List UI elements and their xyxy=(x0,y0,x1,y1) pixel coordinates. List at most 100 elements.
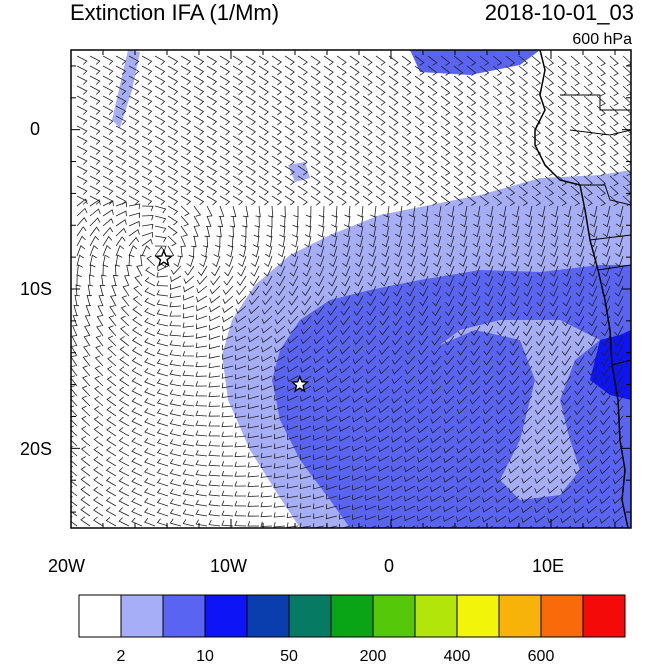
wind-barb xyxy=(380,285,390,297)
wind-barb xyxy=(417,425,429,434)
wind-barb xyxy=(221,500,234,507)
wind-barb xyxy=(599,485,611,495)
wind-barb xyxy=(391,345,403,356)
wind-barb xyxy=(573,425,585,435)
wind-barb xyxy=(248,345,260,352)
wind-barb xyxy=(144,477,156,487)
wind-barb xyxy=(419,265,429,277)
wind-barb xyxy=(300,365,312,373)
wind-barb xyxy=(484,295,494,307)
wind-barb xyxy=(375,95,386,106)
colorbar-label-600: 600 xyxy=(527,648,555,665)
wind-barb xyxy=(362,105,373,116)
wind-barb xyxy=(586,495,598,504)
wind-barb xyxy=(118,416,130,427)
wind-barb xyxy=(261,335,273,343)
wind-barb xyxy=(313,395,325,403)
wind-barb xyxy=(466,135,477,146)
extinction-high-region xyxy=(590,330,631,400)
wind-barb xyxy=(391,365,403,375)
wind-barb xyxy=(89,274,95,287)
wind-barb xyxy=(427,115,438,126)
wind-barb xyxy=(427,125,438,136)
wind-barb xyxy=(338,514,351,520)
wind-barb xyxy=(401,105,412,116)
lat-tick-label-0: 0 xyxy=(30,119,41,139)
wind-barb xyxy=(469,375,481,386)
wind-barb xyxy=(382,205,390,218)
wind-barb xyxy=(234,461,247,467)
wind-barb xyxy=(352,395,364,404)
wind-barb xyxy=(89,226,100,237)
wind-barb xyxy=(141,75,153,85)
wind-barb xyxy=(352,435,364,442)
wind-barb xyxy=(107,345,117,357)
wind-barb xyxy=(524,225,533,238)
wind-barb xyxy=(518,115,529,126)
wind-barb xyxy=(485,255,494,267)
wind-barb xyxy=(404,505,416,512)
wind-barb xyxy=(472,245,481,258)
wind-barb xyxy=(74,294,80,307)
wind-barb xyxy=(557,145,567,157)
wind-barb xyxy=(245,75,256,86)
wind-barb xyxy=(379,295,390,307)
wind-barb xyxy=(326,415,338,422)
wind-barb xyxy=(574,365,585,376)
wind-barb xyxy=(305,215,312,228)
wind-barb xyxy=(456,465,468,474)
wind-barb xyxy=(418,305,429,317)
wind-barb xyxy=(208,382,221,388)
wind-barb xyxy=(378,445,390,453)
wind-barb xyxy=(456,405,468,415)
wind-barb xyxy=(534,415,546,425)
wind-barb xyxy=(587,365,598,376)
wind-barb xyxy=(156,338,169,347)
wind-barb xyxy=(304,225,312,238)
wind-barb xyxy=(518,75,529,86)
wind-barb xyxy=(445,265,455,277)
wind-barb xyxy=(440,55,451,66)
wind-barb xyxy=(484,265,494,277)
wind-barb xyxy=(250,265,260,277)
wind-barb xyxy=(362,145,373,156)
wind-barb xyxy=(549,275,559,287)
wind-barb xyxy=(336,135,347,146)
wind-barb xyxy=(522,375,533,386)
wind-barb xyxy=(456,475,468,483)
wind-barb xyxy=(317,225,325,238)
wind-barb xyxy=(297,175,308,186)
wind-barb xyxy=(388,105,399,116)
wind-barb xyxy=(599,505,611,514)
wind-barb xyxy=(550,255,559,267)
wind-barb xyxy=(521,395,533,406)
wind-barb xyxy=(312,493,325,500)
wind-barb xyxy=(234,491,246,497)
wind-barb xyxy=(498,245,507,258)
wind-barb xyxy=(352,345,364,355)
wind-barb xyxy=(156,368,169,377)
wind-barb xyxy=(154,235,167,243)
wind-barb xyxy=(262,285,273,296)
wind-barb xyxy=(115,105,127,115)
wind-barb xyxy=(193,205,202,217)
wind-barb xyxy=(208,470,221,477)
wind-barb xyxy=(469,445,481,454)
wind-barb xyxy=(560,475,572,485)
wind-barb xyxy=(510,265,520,277)
wind-barb xyxy=(482,385,494,395)
wind-barb xyxy=(349,85,360,96)
wind-barb xyxy=(284,95,295,106)
wind-barb xyxy=(245,185,256,196)
wind-barb xyxy=(492,165,503,176)
wind-barb xyxy=(144,447,156,457)
wind-barb xyxy=(420,255,429,267)
wind-barb xyxy=(144,277,156,287)
wind-barb xyxy=(458,265,468,277)
wind-barb xyxy=(596,155,606,167)
wind-barb xyxy=(365,425,377,433)
wind-barb xyxy=(548,345,559,356)
wind-barb xyxy=(167,185,179,196)
wind-barb xyxy=(102,175,114,185)
wind-barb xyxy=(518,135,529,146)
